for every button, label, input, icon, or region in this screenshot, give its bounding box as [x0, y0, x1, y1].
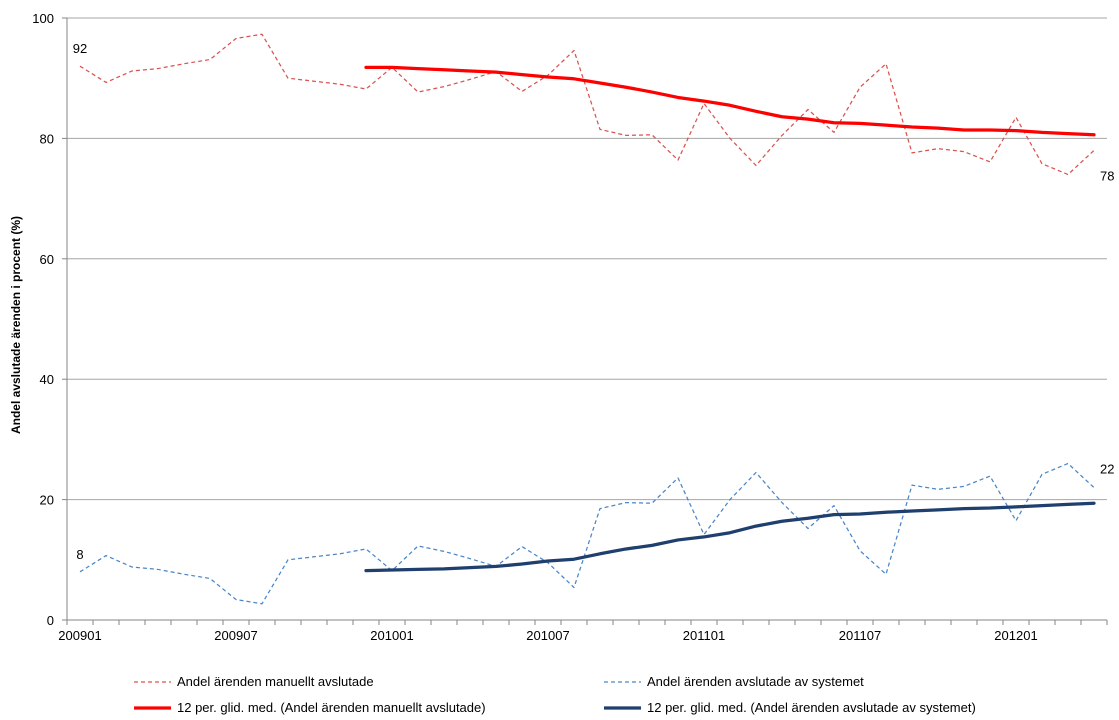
legend-label: Andel ärenden avslutade av systemet — [647, 674, 864, 689]
y-tick-labels: 0 20 40 60 80 100 — [32, 11, 54, 628]
y-tick-label: 0 — [47, 613, 54, 628]
legend-item: Andel ärenden avslutade av systemet — [604, 674, 864, 689]
gridlines — [67, 17, 1107, 501]
legend-label: 12 per. glid. med. (Andel ärenden avslut… — [647, 700, 976, 715]
y-axis-label: Andel avslutade ärenden i procent (%) — [9, 216, 23, 434]
legend: Andel ärenden manuellt avslutade Andel är… — [134, 674, 976, 715]
x-tick-label: 201107 — [839, 628, 881, 643]
data-label: 22 — [1100, 462, 1114, 477]
legend-item: Andel ärenden manuellt avslutade — [134, 674, 374, 689]
x-tick-label: 200907 — [214, 628, 257, 643]
x-tick-label: 201201 — [994, 628, 1037, 643]
x-tick-label: 201001 — [370, 628, 413, 643]
y-tick-label: 80 — [40, 131, 54, 146]
y-tick-label: 60 — [40, 252, 54, 267]
y-tick-label: 40 — [40, 372, 54, 387]
data-labels: 92 8 78 22 — [73, 41, 1115, 562]
legend-label: Andel ärenden manuellt avslutade — [177, 674, 374, 689]
data-label: 8 — [76, 547, 83, 562]
data-label: 92 — [73, 41, 87, 56]
axes — [62, 17, 1108, 625]
series-line-1 — [79, 33, 1095, 176]
series-line-3 — [364, 65, 1096, 137]
x-tick-label: 201101 — [683, 628, 725, 643]
y-tick-label: 100 — [32, 11, 54, 26]
series — [79, 33, 1096, 605]
legend-label: 12 per. glid. med. (Andel ärenden manuel… — [177, 700, 486, 715]
series-line-2 — [79, 462, 1095, 605]
x-tick-label: 200901 — [58, 628, 101, 643]
series-line-4 — [364, 501, 1096, 573]
data-label: 78 — [1100, 168, 1114, 183]
x-tick-labels: 200901 200907 201001 201007 201101 201107 2012… — [58, 628, 1037, 643]
legend-item: 12 per. glid. med. (Andel ärenden avslut… — [604, 700, 976, 715]
legend-item: 12 per. glid. med. (Andel ärenden manuel… — [134, 700, 486, 715]
x-tick-label: 201007 — [526, 628, 569, 643]
y-tick-label: 20 — [40, 493, 54, 508]
